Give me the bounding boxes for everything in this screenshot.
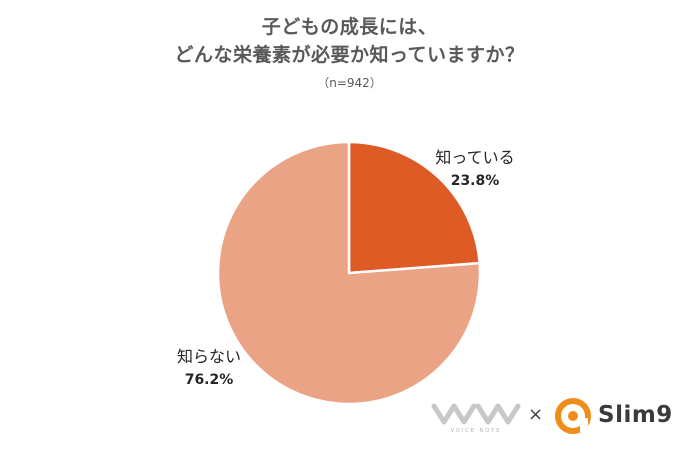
slice-value-label-2: 76.2%	[185, 372, 234, 388]
slice-label-1: 知っている	[435, 148, 514, 167]
sample-size-note: （n=942）	[317, 76, 382, 90]
sponsor-logos: VOICE NOTE × Slim9	[430, 396, 690, 436]
pie-slice-1	[347, 140, 481, 275]
voice-note-text: VOICE NOTE	[451, 428, 502, 434]
chart-title-line-2: どんな栄養素が必要か知っていますか？	[174, 44, 525, 66]
slice-label-2: 知らない	[177, 347, 241, 366]
slim9-logo: Slim9	[554, 398, 684, 434]
voice-note-logo: VOICE NOTE	[431, 403, 521, 434]
slice-value-label-1: 23.8%	[451, 173, 500, 189]
slim9-mark-icon	[555, 398, 591, 434]
slim9-wordmark: Slim9	[598, 402, 673, 428]
collaboration-times-sign: ×	[528, 404, 544, 425]
pie-slice-2	[216, 140, 482, 406]
chart-title-line-1: 子どもの成長には、	[261, 16, 438, 38]
